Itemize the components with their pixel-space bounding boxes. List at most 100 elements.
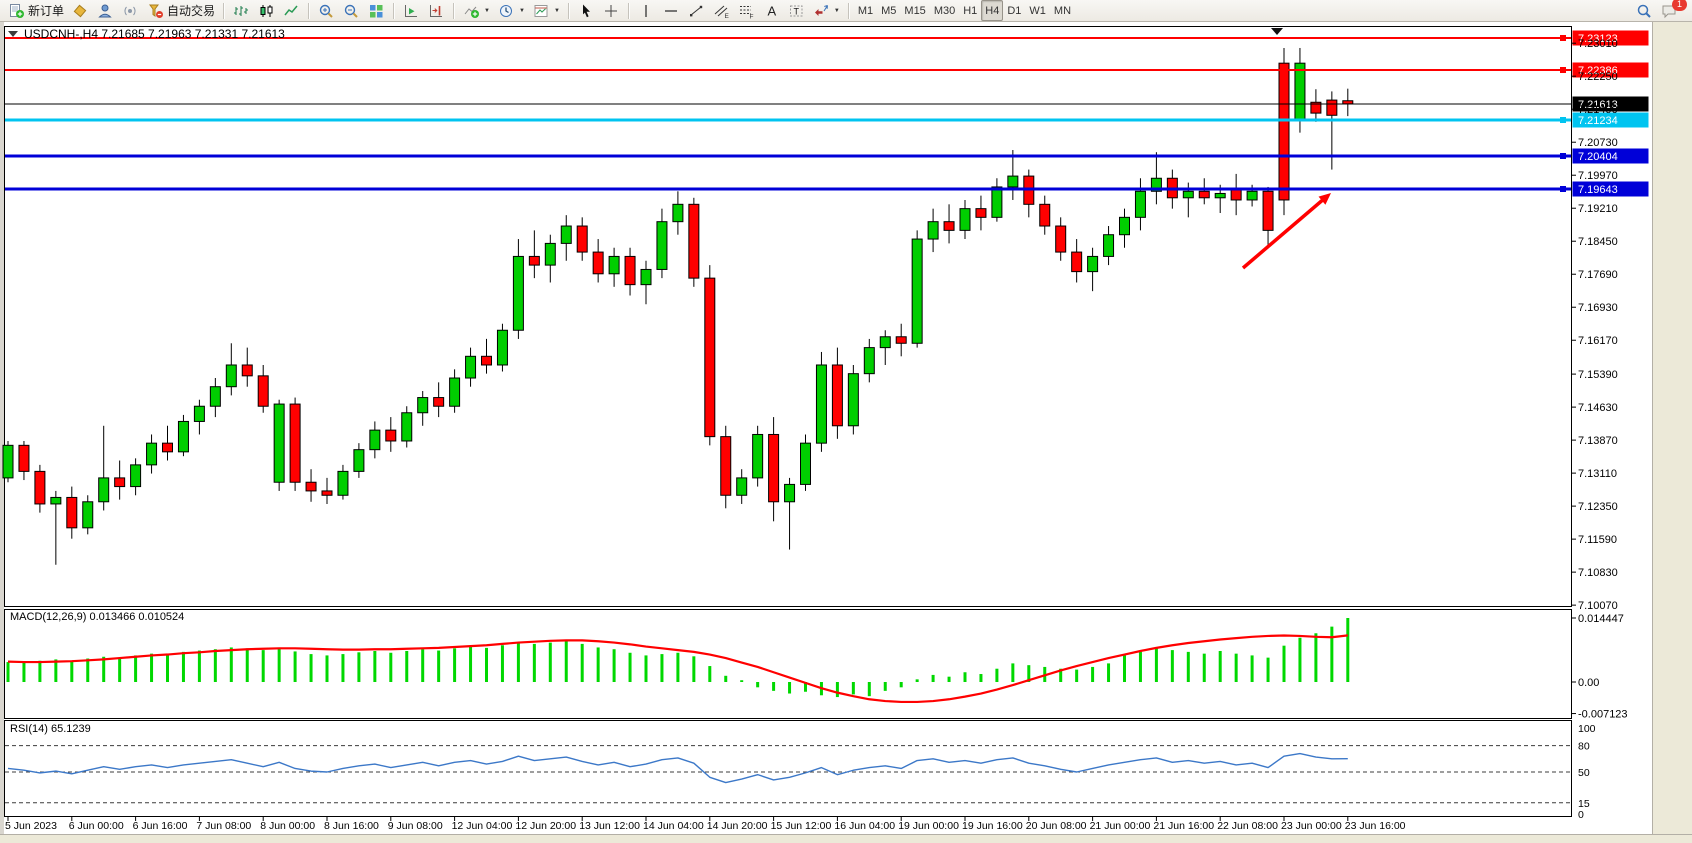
fibonacci-button[interactable]: F: [734, 0, 759, 21]
candle: [305, 469, 317, 502]
macd-bar: [1330, 626, 1334, 682]
one-click-trading-arrow[interactable]: [8, 31, 18, 37]
macd-pane[interactable]: [4, 609, 1572, 719]
macd-bar: [1138, 651, 1142, 682]
line-chart-button[interactable]: [279, 0, 304, 21]
hline-7.23123[interactable]: 7.23123: [5, 30, 1649, 46]
chevron-down-icon: ▼: [484, 7, 490, 14]
trendline-button[interactable]: [684, 0, 709, 21]
price-axis-label: 7.22250: [1578, 71, 1618, 83]
notifications-button[interactable]: 1: [1657, 0, 1687, 21]
indicators-button[interactable]: ▼: [459, 0, 494, 21]
templates-button[interactable]: ▼: [529, 0, 564, 21]
hline-7.21234[interactable]: 7.21234: [5, 112, 1649, 128]
price-axis-label: 7.12350: [1578, 501, 1618, 513]
candle: [815, 351, 827, 452]
chart-dropdown-arrow[interactable]: [1271, 28, 1283, 35]
macd-bar: [277, 648, 281, 682]
vertical-line-button[interactable]: [634, 0, 659, 21]
horizontal-scrollbar[interactable]: [0, 835, 1692, 843]
fibo-icon: F: [738, 3, 755, 19]
price-badge-label: 7.21613: [1578, 99, 1618, 111]
timeframe-button-d1[interactable]: D1: [1003, 0, 1025, 21]
timeframe-button-m1[interactable]: M1: [854, 0, 877, 21]
time-axis-label: 20 Jun 08:00: [1026, 820, 1087, 832]
timeframe-button-mn[interactable]: MN: [1050, 0, 1075, 21]
price-axis-label: 7.20730: [1578, 137, 1618, 149]
auto-scroll-button[interactable]: [399, 0, 424, 21]
new-order-button[interactable]: 新订单: [4, 0, 68, 21]
horizontal-line-button[interactable]: [659, 0, 684, 21]
timeframe-button-m5[interactable]: M5: [877, 0, 900, 21]
hline-7.21613[interactable]: 7.21613: [5, 96, 1649, 112]
chart-canvas[interactable]: 7.23123 7.22386 7.21613 7.21234 7.20404 7.196…: [0, 22, 1692, 843]
crosshair-button[interactable]: [599, 0, 624, 21]
macd-bar: [405, 650, 409, 682]
macd-bar: [54, 659, 58, 682]
price-axis[interactable]: 7.23010 7.22250 7.21490 7.20730 7.19970 7.192…: [1571, 38, 1618, 612]
tile-windows-button[interactable]: [364, 0, 389, 21]
macd-bar: [1123, 655, 1126, 682]
macd-bar: [676, 652, 680, 682]
price-axis-label: 7.10070: [1578, 600, 1618, 612]
macd-bar: [1282, 645, 1286, 682]
search-button[interactable]: [1632, 0, 1657, 21]
trend-arrow[interactable]: [1241, 193, 1331, 270]
candle: [927, 208, 939, 253]
timeframe-button-h4[interactable]: H4: [981, 0, 1004, 21]
macd-bar: [804, 682, 807, 692]
zoom-in-button[interactable]: [314, 0, 339, 21]
macd-bar: [1011, 663, 1015, 682]
rsi-pane[interactable]: [4, 720, 1572, 817]
macd-bar: [1170, 650, 1174, 682]
navigator-button[interactable]: [93, 0, 118, 21]
data-window-icon: [72, 3, 89, 19]
rsi-axis-label: 50: [1578, 767, 1590, 779]
candle: [385, 417, 397, 452]
text-button[interactable]: A: [759, 0, 784, 21]
chart-shift-button[interactable]: [424, 0, 449, 21]
hline-7.19643[interactable]: 7.19643: [5, 181, 1649, 197]
auto-trading-button[interactable]: 自动交易: [143, 0, 219, 21]
cursor-button[interactable]: [574, 0, 599, 21]
timeframe-button-m15[interactable]: M15: [900, 0, 929, 21]
candle: [608, 247, 620, 287]
new-order-icon: [8, 3, 25, 19]
arrows-icon: [813, 3, 830, 19]
macd-bar: [325, 655, 329, 682]
text-label-button[interactable]: T: [784, 0, 809, 21]
macd-bar: [963, 672, 967, 682]
macd-bar: [150, 653, 154, 682]
macd-bar: [612, 649, 616, 682]
time-axis-label: 19 Jun 00:00: [898, 820, 959, 832]
macd-bar: [1202, 653, 1206, 682]
candlestick-chart-button[interactable]: [254, 0, 279, 21]
time-axis-label: 15 Jun 12:00: [771, 820, 832, 832]
equidistant-channel-button[interactable]: E: [709, 0, 734, 21]
macd-axis-label: -0.007123: [1578, 709, 1628, 721]
periods-button[interactable]: ▼: [494, 0, 529, 21]
data-window-button[interactable]: [68, 0, 93, 21]
cursor-icon: [578, 3, 595, 19]
macd-bar: [851, 682, 855, 695]
zoom-out-button[interactable]: [339, 0, 364, 21]
macd-bar: [532, 643, 536, 682]
macd-bar: [469, 646, 473, 682]
candle: [592, 239, 604, 283]
hline-7.20404[interactable]: 7.20404: [5, 148, 1649, 164]
auto-scroll-icon: [403, 3, 420, 19]
timeframe-button-w1[interactable]: W1: [1025, 0, 1050, 21]
timeframe-button-h1[interactable]: H1: [959, 0, 981, 21]
timeframe-button-m30[interactable]: M30: [930, 0, 959, 21]
zoom-in-icon: [318, 3, 335, 19]
arrows-button[interactable]: ▼: [809, 0, 844, 21]
hline-7.22386[interactable]: 7.22386: [5, 62, 1649, 78]
macd-bar: [564, 641, 568, 682]
macd-bar: [580, 643, 584, 682]
main-chart-pane[interactable]: [4, 26, 1572, 607]
time-axis[interactable]: 5 Jun 2023 6 Jun 00:00 6 Jun 16:00 7 Jun 08…: [5, 816, 1406, 832]
bar-chart-button[interactable]: [229, 0, 254, 21]
macd-bar: [708, 666, 712, 682]
macd-bar: [86, 658, 90, 682]
market-watch-button[interactable]: [118, 0, 143, 21]
